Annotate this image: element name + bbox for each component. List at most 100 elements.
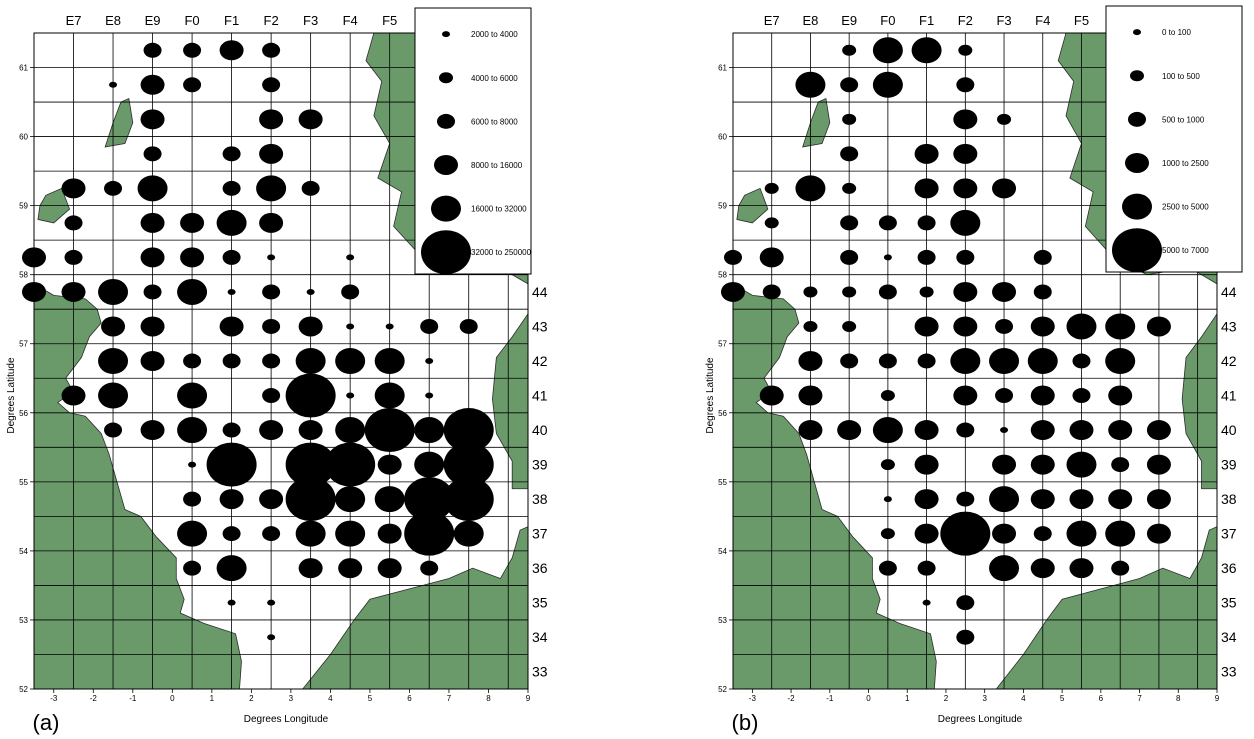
data-bubble bbox=[842, 44, 857, 56]
lon-tick-label: 8 bbox=[1176, 694, 1181, 703]
legend-label: 5000 to 7000 bbox=[1162, 246, 1209, 255]
data-bubble bbox=[325, 442, 376, 487]
shetland-land bbox=[802, 98, 831, 148]
data-bubble bbox=[101, 316, 126, 337]
y-axis-title: Degrees Latitude bbox=[705, 357, 716, 434]
data-bubble bbox=[953, 281, 978, 302]
data-bubble bbox=[298, 109, 323, 130]
legend-symbol bbox=[431, 195, 461, 222]
britain-land bbox=[733, 283, 937, 689]
data-bubble bbox=[404, 477, 455, 522]
data-bubble bbox=[953, 178, 978, 199]
data-bubble bbox=[335, 486, 366, 513]
data-bubble bbox=[1069, 420, 1094, 441]
rect-row-label: 41 bbox=[1221, 388, 1237, 404]
data-bubble bbox=[721, 281, 745, 302]
data-bubble bbox=[914, 523, 939, 544]
lat-tick-label: 57 bbox=[718, 340, 727, 349]
y-axis-title: Degrees Latitude bbox=[6, 357, 17, 434]
data-bubble bbox=[956, 249, 975, 265]
data-bubble bbox=[840, 249, 859, 265]
lon-tick-label: 3 bbox=[982, 694, 987, 703]
lon-tick-label: 4 bbox=[328, 694, 333, 703]
data-bubble bbox=[953, 316, 978, 337]
data-bubble bbox=[1030, 385, 1055, 406]
data-bubble bbox=[222, 353, 241, 369]
data-bubble bbox=[140, 247, 165, 268]
data-bubble bbox=[222, 422, 241, 438]
lon-tick-label: 7 bbox=[447, 694, 452, 703]
data-bubble bbox=[259, 489, 284, 510]
lat-tick-label: 54 bbox=[718, 547, 727, 556]
data-bubble bbox=[335, 520, 366, 547]
lat-tick-label: 55 bbox=[19, 478, 28, 487]
data-bubble bbox=[374, 348, 405, 374]
data-bubble bbox=[837, 420, 862, 441]
legend-label: 2000 to 4000 bbox=[471, 30, 518, 39]
data-bubble bbox=[140, 109, 165, 130]
lon-tick-label: 6 bbox=[1099, 694, 1104, 703]
data-bubble bbox=[878, 284, 897, 300]
data-bubble bbox=[1111, 560, 1130, 576]
data-bubble bbox=[992, 523, 1017, 544]
size-legend: 0 to 100 100 to 500 500 to 1000 1000 to 250… bbox=[1105, 5, 1243, 273]
lat-tick-label: 53 bbox=[718, 616, 727, 625]
data-bubble bbox=[1030, 558, 1055, 579]
data-bubble bbox=[880, 459, 895, 471]
rect-row-label: 34 bbox=[1221, 629, 1237, 645]
data-bubble bbox=[377, 558, 402, 579]
data-bubble bbox=[61, 281, 86, 302]
data-bubble bbox=[992, 178, 1017, 199]
lon-tick-label: 0 bbox=[170, 694, 175, 703]
data-bubble bbox=[842, 113, 857, 125]
data-bubble bbox=[341, 284, 360, 300]
data-bubble bbox=[262, 42, 281, 58]
data-bubble bbox=[1108, 420, 1133, 441]
data-bubble bbox=[346, 323, 355, 330]
lat-tick-label: 61 bbox=[718, 64, 727, 73]
rect-column-label: F3 bbox=[303, 13, 318, 28]
data-bubble bbox=[219, 316, 244, 337]
data-bubble bbox=[262, 284, 281, 300]
data-bubble bbox=[335, 417, 366, 444]
data-bubble bbox=[183, 491, 202, 507]
data-bubble bbox=[842, 320, 857, 332]
data-bubble bbox=[840, 215, 859, 231]
data-bubble bbox=[762, 284, 781, 300]
data-bubble bbox=[385, 323, 394, 330]
data-bubble bbox=[301, 180, 320, 196]
data-bubble bbox=[364, 408, 415, 453]
rect-column-label: F1 bbox=[919, 13, 934, 28]
lon-tick-label: 1 bbox=[210, 694, 215, 703]
lat-tick-label: 59 bbox=[19, 202, 28, 211]
data-bubble bbox=[64, 215, 83, 231]
data-bubble bbox=[872, 71, 903, 98]
data-bubble bbox=[950, 209, 981, 236]
lat-tick-label: 54 bbox=[19, 547, 28, 556]
data-bubble bbox=[143, 284, 162, 300]
legend-label: 1000 to 2500 bbox=[1162, 159, 1209, 168]
data-bubble bbox=[958, 44, 973, 56]
rect-column-label: F2 bbox=[958, 13, 973, 28]
data-bubble bbox=[956, 491, 975, 507]
x-axis-title: Degrees Longitude bbox=[938, 714, 1023, 725]
rect-column-label: F2 bbox=[264, 13, 279, 28]
data-bubble bbox=[842, 286, 857, 298]
lon-tick-label: -1 bbox=[129, 694, 137, 703]
rect-row-label: 33 bbox=[1221, 664, 1237, 680]
legend-symbol bbox=[421, 230, 471, 275]
rect-column-label: F4 bbox=[1035, 13, 1050, 28]
legend-label: 8000 to 16000 bbox=[471, 161, 523, 170]
data-bubble bbox=[997, 113, 1012, 125]
data-bubble bbox=[259, 109, 284, 130]
britain-land bbox=[34, 283, 242, 689]
data-bubble bbox=[940, 511, 991, 556]
data-bubble bbox=[183, 560, 202, 576]
data-bubble bbox=[872, 417, 903, 444]
data-bubble bbox=[1033, 249, 1052, 265]
rect-row-label: 36 bbox=[532, 560, 548, 576]
data-bubble bbox=[227, 599, 236, 606]
denmark-land bbox=[492, 313, 528, 490]
data-bubble bbox=[22, 247, 46, 268]
data-bubble bbox=[992, 454, 1017, 475]
